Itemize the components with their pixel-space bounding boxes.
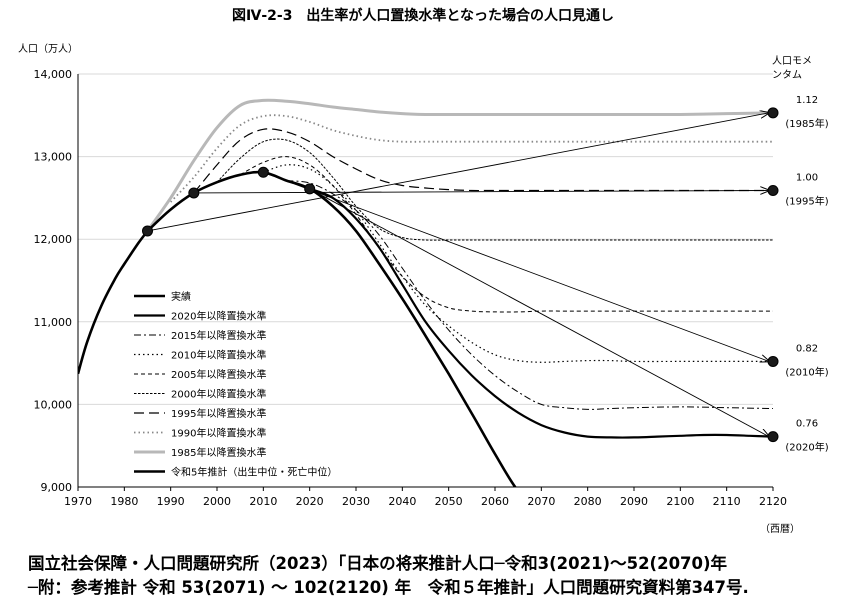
x-axis-label: （西暦） bbox=[760, 523, 800, 535]
series-layer bbox=[78, 98, 774, 487]
x-tick-label: 1970 bbox=[64, 495, 92, 508]
data-point-marker bbox=[304, 183, 316, 195]
legend-label: 令和5年推計（出生中位・死亡中位） bbox=[171, 466, 337, 479]
axes: 9,000 10,000 11,000 12,000 13,000 14,000 1970 1… bbox=[34, 68, 788, 508]
legend-label: 2005年以降置換水準 bbox=[171, 368, 266, 381]
series-line-7 bbox=[193, 128, 773, 194]
momentum-labels: 1.12 (1985年) 1.00 (1995年) 0.82 (2010年) 0.76 (20… bbox=[785, 95, 828, 454]
momentum-arrow bbox=[309, 188, 769, 437]
data-point-marker bbox=[257, 166, 269, 178]
series-line-6 bbox=[216, 138, 773, 241]
grid bbox=[78, 73, 773, 488]
momentum-year: (1985年) bbox=[785, 117, 828, 130]
legend-label: 2010年以降置換水準 bbox=[171, 349, 266, 362]
y-tick-label: 13,000 bbox=[34, 151, 73, 164]
data-point-marker bbox=[767, 107, 779, 119]
x-tick-label: 2110 bbox=[713, 495, 741, 508]
series-line-9 bbox=[146, 98, 774, 232]
x-tick-label: 2090 bbox=[620, 495, 648, 508]
series-line-1 bbox=[78, 230, 149, 375]
series-line-2 bbox=[309, 187, 774, 439]
y-tick-label: 14,000 bbox=[34, 68, 73, 81]
momentum-year: (2010年) bbox=[785, 365, 828, 378]
legend-label: 1990年以降置換水準 bbox=[171, 427, 266, 440]
source-citation-line1: 国立社会保障・人口問題研究所（2023）「日本の将来推計人口─令和3(2021)… bbox=[28, 554, 728, 573]
x-tick-label: 2040 bbox=[388, 495, 416, 508]
series-line-10 bbox=[146, 170, 517, 487]
arrow-layer bbox=[147, 113, 770, 437]
momentum-value: 1.00 bbox=[796, 172, 818, 183]
legend-label: 2000年以降置換水準 bbox=[171, 388, 266, 401]
momentum-year: (2020年) bbox=[785, 441, 828, 454]
x-tick-label: 2010 bbox=[249, 495, 277, 508]
x-tick-label: 2030 bbox=[342, 495, 370, 508]
x-tick-label: 2020 bbox=[296, 495, 324, 508]
series-line-3 bbox=[286, 180, 774, 410]
x-tick-label: 2060 bbox=[481, 495, 509, 508]
x-tick-label: 2050 bbox=[435, 495, 463, 508]
legend-label: 1995年以降置換水準 bbox=[171, 407, 266, 420]
momentum-arrow bbox=[147, 113, 770, 232]
x-tick-label: 2070 bbox=[527, 495, 555, 508]
data-point-marker bbox=[188, 187, 200, 199]
data-point-marker bbox=[142, 225, 153, 237]
momentum-header-line1: 人口モメ bbox=[772, 55, 812, 67]
y-tick-label: 10,000 bbox=[34, 398, 73, 411]
momentum-arrow bbox=[263, 171, 769, 361]
x-tick-label: 2000 bbox=[203, 495, 231, 508]
momentum-value: 0.82 bbox=[796, 343, 818, 354]
legend-label: 2015年以降置換水準 bbox=[171, 329, 266, 342]
momentum-value: 0.76 bbox=[796, 419, 818, 430]
data-point-marker bbox=[767, 431, 779, 443]
y-axis-label: 人口（万人） bbox=[18, 43, 78, 55]
data-point-marker bbox=[767, 184, 779, 196]
point-layer bbox=[142, 107, 779, 443]
x-tick-label: 2120 bbox=[759, 495, 787, 508]
momentum-arrow bbox=[193, 190, 769, 192]
y-tick-label: 12,000 bbox=[34, 233, 73, 246]
legend-label: 実績 bbox=[171, 290, 191, 303]
legend: 実績 2020年以降置換水準 2015年以降置換水準 2010年以降置換水準 2005年… bbox=[134, 290, 337, 479]
x-tick-label: 2080 bbox=[574, 495, 602, 508]
chart-title: 図Ⅳ-2-3 出生率が人口置換水準となった場合の人口見通し bbox=[232, 7, 614, 24]
x-tick-label: 2100 bbox=[666, 495, 694, 508]
x-tick-label: 1990 bbox=[157, 495, 185, 508]
population-chart: 図Ⅳ-2-3 出生率が人口置換水準となった場合の人口見通し 人口（万人） 人口モ… bbox=[18, 7, 829, 535]
legend-label: 1985年以降置換水準 bbox=[171, 446, 266, 459]
series-line-8 bbox=[170, 114, 773, 203]
y-tick-label: 9,000 bbox=[41, 481, 73, 494]
legend-label: 2020年以降置換水準 bbox=[171, 310, 266, 323]
y-tick-label: 11,000 bbox=[34, 316, 73, 329]
x-tick-label: 1980 bbox=[110, 495, 138, 508]
series-line-5 bbox=[239, 156, 773, 313]
data-point-marker bbox=[767, 355, 779, 367]
source-citation-line2: ─附：参考推計 令和 53(2071) ～ 102(2120) 年 令和５年推計… bbox=[28, 578, 749, 597]
momentum-value: 1.12 bbox=[796, 95, 818, 106]
momentum-header-line2: ンタム bbox=[772, 69, 802, 81]
momentum-year: (1995年) bbox=[785, 194, 828, 207]
